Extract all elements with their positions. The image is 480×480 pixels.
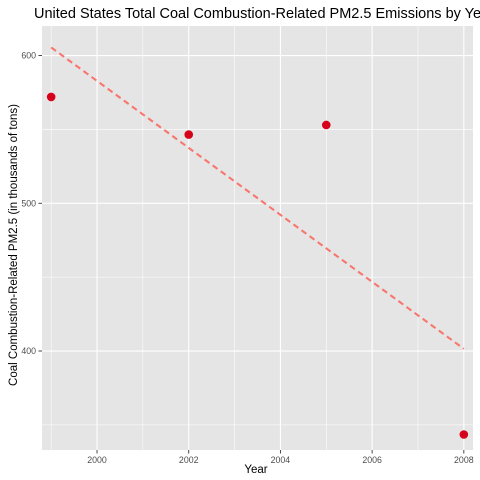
trend-line [50, 46, 465, 350]
y-tick-label: 500 [21, 198, 36, 208]
major-gridlines [42, 26, 473, 450]
x-tick-label: 2004 [271, 455, 291, 465]
x-tick-labels: 2000 2002 2004 2006 2008 [87, 455, 473, 465]
axis-ticks [38, 55, 465, 454]
chart-title: United States Total Coal Combustion-Rela… [34, 6, 480, 22]
x-tick-label: 2002 [179, 455, 199, 465]
x-tick-label: 2006 [362, 455, 382, 465]
x-axis-title: Year [244, 464, 267, 476]
y-tick-label: 600 [21, 51, 36, 61]
data-point [459, 430, 469, 439]
plot-panel [42, 26, 473, 450]
data-points-layer [46, 92, 469, 439]
data-point [321, 120, 331, 130]
y-tick-label: 400 [21, 346, 36, 356]
y-axis-title: Coal Combustion-Related PM2.5 (in thousa… [8, 104, 20, 386]
x-tick-label: 2008 [454, 455, 474, 465]
minor-gridlines [42, 26, 473, 450]
data-point [46, 92, 56, 102]
data-point [184, 130, 194, 139]
trend-line-layer [50, 46, 465, 350]
y-tick-labels: 400 500 600 [21, 51, 36, 356]
x-tick-label: 2000 [87, 455, 107, 465]
